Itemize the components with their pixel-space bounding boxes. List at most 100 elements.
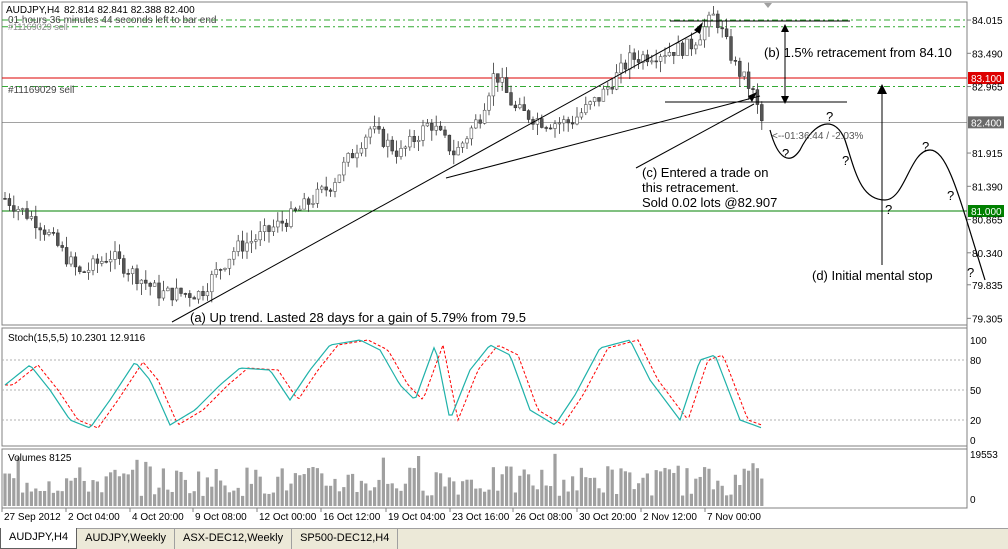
candle-body <box>557 122 562 125</box>
volume-bar <box>311 466 315 506</box>
volume-bar <box>544 485 548 506</box>
chart-shift-marker[interactable] <box>764 3 772 8</box>
price-axis-ticks: 84.015 83.490 82.965 81.915 81.390 80.865 80.3… <box>967 16 1003 325</box>
chart-ohlc: 82.814 82.841 82.388 82.400 <box>64 5 195 16</box>
candle-body <box>570 122 575 125</box>
candle-body <box>504 77 509 93</box>
candle-body <box>614 72 619 90</box>
candle-body <box>298 208 302 211</box>
volume-bar <box>214 468 218 506</box>
volume-bar <box>386 483 390 506</box>
candle-body <box>416 140 421 142</box>
chart-tab-1[interactable]: AUDJPY,Weekly <box>77 529 176 549</box>
question-mark: ? <box>842 153 849 168</box>
candle-body <box>694 44 698 50</box>
volume-bar <box>676 465 680 506</box>
volume-bar <box>104 476 108 506</box>
volume-bar <box>29 491 33 506</box>
volume-label: Volumes 8125 <box>8 453 72 464</box>
candle-body <box>377 126 381 130</box>
uptrend-line[interactable] <box>171 29 701 323</box>
volume-bar <box>557 495 561 506</box>
price-chart-canvas[interactable]: 83.100 82.400 81.000 84.015 83.490 82.965 81.… <box>0 0 1008 528</box>
time-tick-label: 2 Nov 12:00 <box>643 512 697 523</box>
volume-bar <box>703 467 707 506</box>
candle-body <box>562 119 566 124</box>
candle-body <box>663 55 667 58</box>
stoch-tick-label: 100 <box>970 336 987 347</box>
volume-bar <box>188 493 192 506</box>
volume-bar <box>69 480 73 506</box>
volume-bar <box>584 477 588 506</box>
candle-body <box>610 86 614 90</box>
volume-bar <box>293 473 297 506</box>
candle-body <box>434 125 438 131</box>
candle-body <box>496 73 500 83</box>
volume-bar <box>566 491 570 506</box>
candle-body <box>126 273 130 275</box>
volume-bar <box>439 473 443 506</box>
candle-body <box>51 232 56 234</box>
volume-bar <box>87 491 91 506</box>
volume-bar <box>205 477 209 506</box>
candle-body <box>729 36 733 61</box>
candle-body <box>60 245 64 248</box>
stoch-pane-border <box>1 327 968 447</box>
candle-body <box>328 189 333 192</box>
candle-body <box>139 279 144 284</box>
chart-tab-3[interactable]: SP500-DEC12,H4 <box>292 529 399 549</box>
time-tick-label: 26 Oct 08:00 <box>515 512 573 523</box>
volume-bar <box>540 469 544 506</box>
volume-bar <box>716 480 720 506</box>
volume-bar <box>100 492 104 506</box>
candle-body <box>518 104 522 109</box>
candle-body <box>113 251 117 260</box>
candle-body <box>711 13 716 16</box>
volume-bar <box>219 480 223 506</box>
stoch-signal-line <box>5 339 762 429</box>
candle-body <box>196 291 201 300</box>
price-tick-label: 80.340 <box>972 249 1003 260</box>
volume-bar <box>562 479 566 506</box>
price-tick-label: 79.835 <box>972 281 1003 292</box>
candle-body <box>306 198 311 205</box>
candle-body <box>236 240 240 252</box>
price-badge <box>968 205 1004 217</box>
stoch-tick-label: 50 <box>970 386 982 397</box>
question-mark: ? <box>967 265 974 280</box>
chart-tab-2[interactable]: ASX-DEC12,Weekly <box>175 529 293 549</box>
candle-body <box>240 240 245 252</box>
volume-bar <box>170 491 174 506</box>
volume-bar <box>685 468 689 506</box>
volume-bar <box>16 457 20 506</box>
candle-body <box>535 118 540 125</box>
candle-body <box>337 174 342 183</box>
volume-bar <box>368 490 372 506</box>
volume-bar <box>109 472 113 506</box>
volume-bar <box>513 492 517 506</box>
candle-body <box>641 54 645 63</box>
candle-body <box>47 232 51 235</box>
retrace-line[interactable] <box>445 95 761 179</box>
candle-body <box>592 97 597 102</box>
candle-body <box>680 42 685 56</box>
chart-tab-0[interactable]: AUDJPY,H4 <box>0 528 78 549</box>
candle-body <box>16 208 20 212</box>
volume-bar <box>280 468 284 506</box>
volume-bar <box>518 475 522 506</box>
candle-body <box>64 247 69 265</box>
candle-body <box>7 198 12 206</box>
time-tick-label: 9 Oct 08:00 <box>195 512 247 523</box>
candle-body <box>487 95 491 111</box>
entry-pointer-line <box>635 103 755 169</box>
time-tick-label: 23 Oct 16:00 <box>452 512 510 523</box>
candle-body <box>210 274 214 293</box>
candle-body <box>183 293 188 295</box>
volume-bar <box>144 461 148 506</box>
volume-max-tick: 19553 <box>970 450 998 461</box>
volume-bar <box>659 471 663 506</box>
candle-body <box>232 251 236 260</box>
volume-bar <box>720 485 724 506</box>
volume-bar <box>3 473 7 506</box>
volume-bar <box>632 489 636 506</box>
